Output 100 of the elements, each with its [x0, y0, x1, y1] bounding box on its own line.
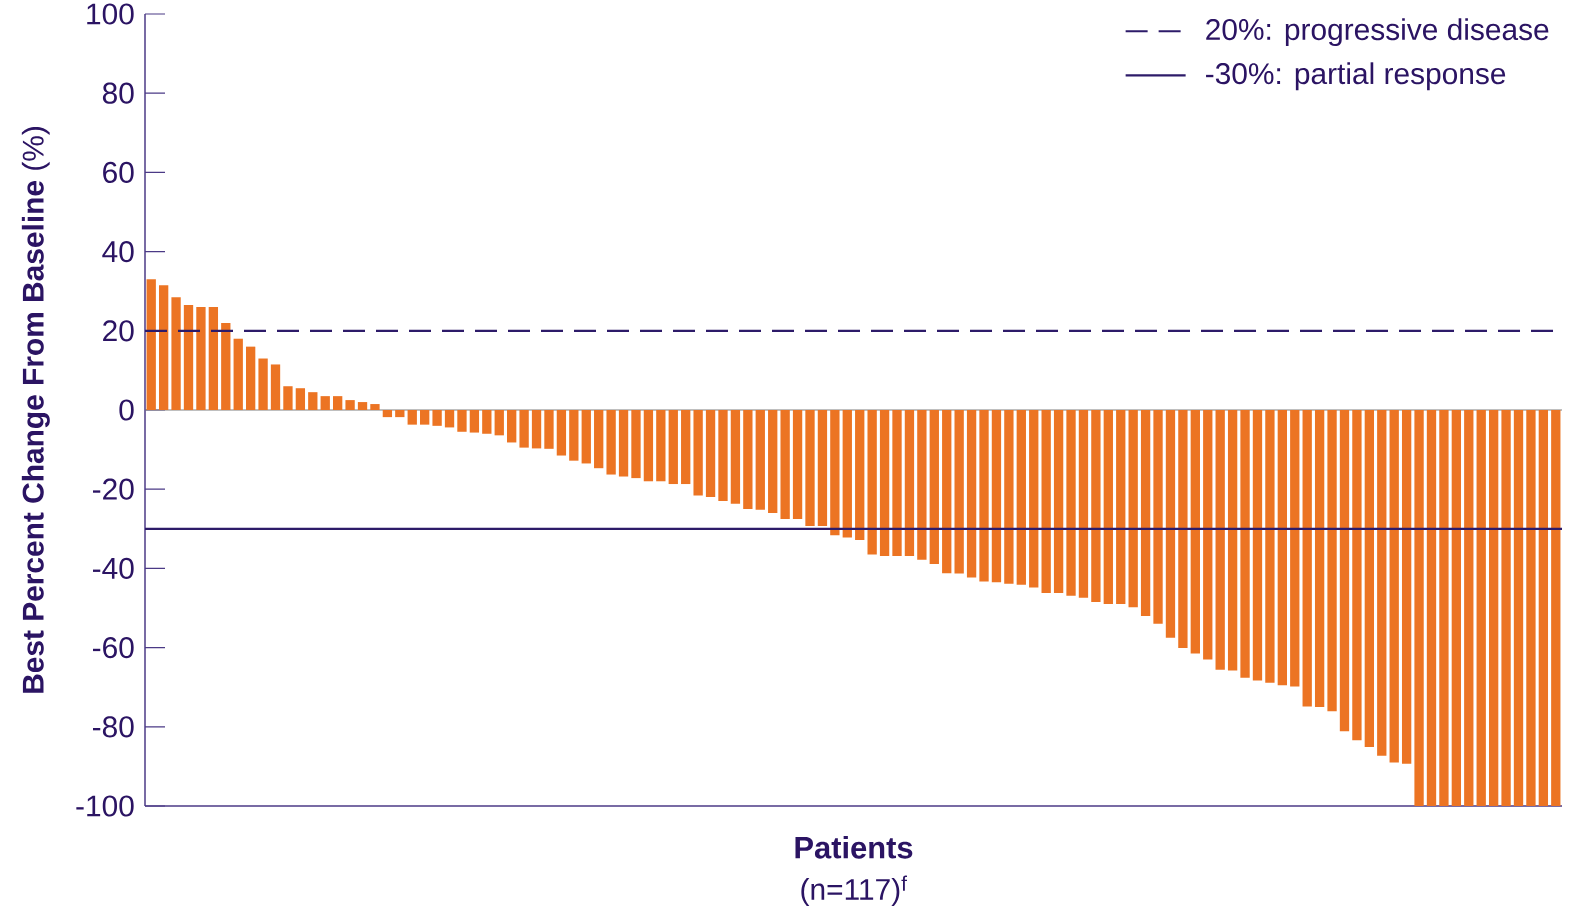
y-tick-label: -20 [92, 478, 134, 500]
bar [395, 410, 405, 418]
bar [308, 392, 318, 410]
y-axis-title: Best Percent Change From Baseline (%) [21, 127, 50, 693]
bar [1488, 410, 1499, 806]
bar [333, 396, 343, 410]
bar [1066, 410, 1076, 596]
bar [755, 410, 765, 510]
bar [1153, 410, 1163, 624]
bar [668, 410, 678, 485]
bar [705, 410, 716, 498]
y-tick-label: 20 [103, 320, 134, 342]
bar [370, 404, 380, 410]
bar [1526, 410, 1536, 806]
bar [730, 410, 741, 504]
bar [1439, 410, 1449, 806]
bar [768, 410, 778, 513]
bar [320, 396, 330, 410]
bar [1339, 410, 1350, 732]
bar [469, 410, 480, 433]
bar [569, 410, 579, 461]
bar [1029, 410, 1039, 588]
y-tick-label: -60 [92, 637, 134, 659]
bar [208, 307, 219, 410]
bar [681, 410, 691, 485]
y-tick-label: 80 [102, 82, 134, 104]
bar [171, 297, 181, 410]
bar [1551, 410, 1561, 806]
bar [1004, 410, 1014, 584]
bar [1327, 410, 1337, 712]
bar [656, 410, 666, 482]
bar [283, 386, 293, 410]
legend-label: 20%: progressive disease [1206, 18, 1549, 47]
bar [1401, 410, 1412, 764]
bar [1277, 410, 1287, 686]
bar [792, 410, 803, 519]
bar [1190, 410, 1200, 654]
bar [196, 307, 206, 410]
bar [917, 410, 927, 560]
bar [1314, 410, 1325, 707]
bar [1389, 410, 1399, 763]
bar [1227, 410, 1238, 671]
bar [718, 410, 728, 502]
bar [805, 410, 815, 527]
bar [867, 410, 877, 555]
bar [1078, 410, 1089, 598]
bar [1178, 410, 1188, 648]
bar [531, 410, 542, 449]
bar [743, 410, 753, 509]
bar [146, 279, 156, 410]
y-tick-label: 40 [102, 241, 134, 263]
bar [519, 410, 529, 448]
bar [507, 410, 517, 443]
text: (n=117)$^{f}$ [801, 875, 908, 906]
bar [1041, 410, 1051, 593]
bar [270, 364, 281, 410]
bar [631, 410, 641, 479]
bar [1240, 410, 1250, 678]
bar [1215, 410, 1225, 670]
bar [183, 305, 194, 410]
bar [295, 388, 306, 410]
bar [594, 410, 604, 469]
bar [432, 410, 442, 426]
bar [233, 338, 243, 410]
bar [1116, 410, 1126, 605]
bar [1414, 410, 1424, 806]
bar [457, 410, 467, 432]
bar [345, 400, 355, 410]
bar [1203, 410, 1213, 660]
bar [966, 410, 977, 578]
y-tick-label: -80 [92, 716, 134, 738]
bar [1265, 410, 1275, 683]
bar [581, 410, 591, 464]
bar [606, 410, 616, 475]
bar [1053, 410, 1064, 593]
bar [556, 410, 567, 456]
bar [258, 358, 268, 410]
bar [892, 410, 902, 557]
bar [221, 322, 231, 410]
bar [1103, 410, 1113, 605]
y-tick-label: 0 [119, 399, 134, 421]
bar [1290, 410, 1300, 687]
bar [1252, 410, 1263, 681]
bar [1016, 410, 1026, 585]
bar [618, 410, 629, 477]
bar [245, 346, 256, 410]
bar [693, 410, 703, 496]
bar [1377, 410, 1387, 756]
bar [1352, 410, 1362, 741]
bar [1476, 410, 1486, 806]
bar [817, 410, 828, 527]
bar [879, 410, 890, 557]
bar [780, 410, 790, 519]
bar [842, 410, 852, 538]
bar [494, 410, 504, 436]
y-tick-label: 100 [87, 3, 134, 25]
bar [1302, 410, 1312, 707]
bar [382, 410, 393, 418]
bar [420, 410, 430, 425]
bar [979, 410, 989, 582]
